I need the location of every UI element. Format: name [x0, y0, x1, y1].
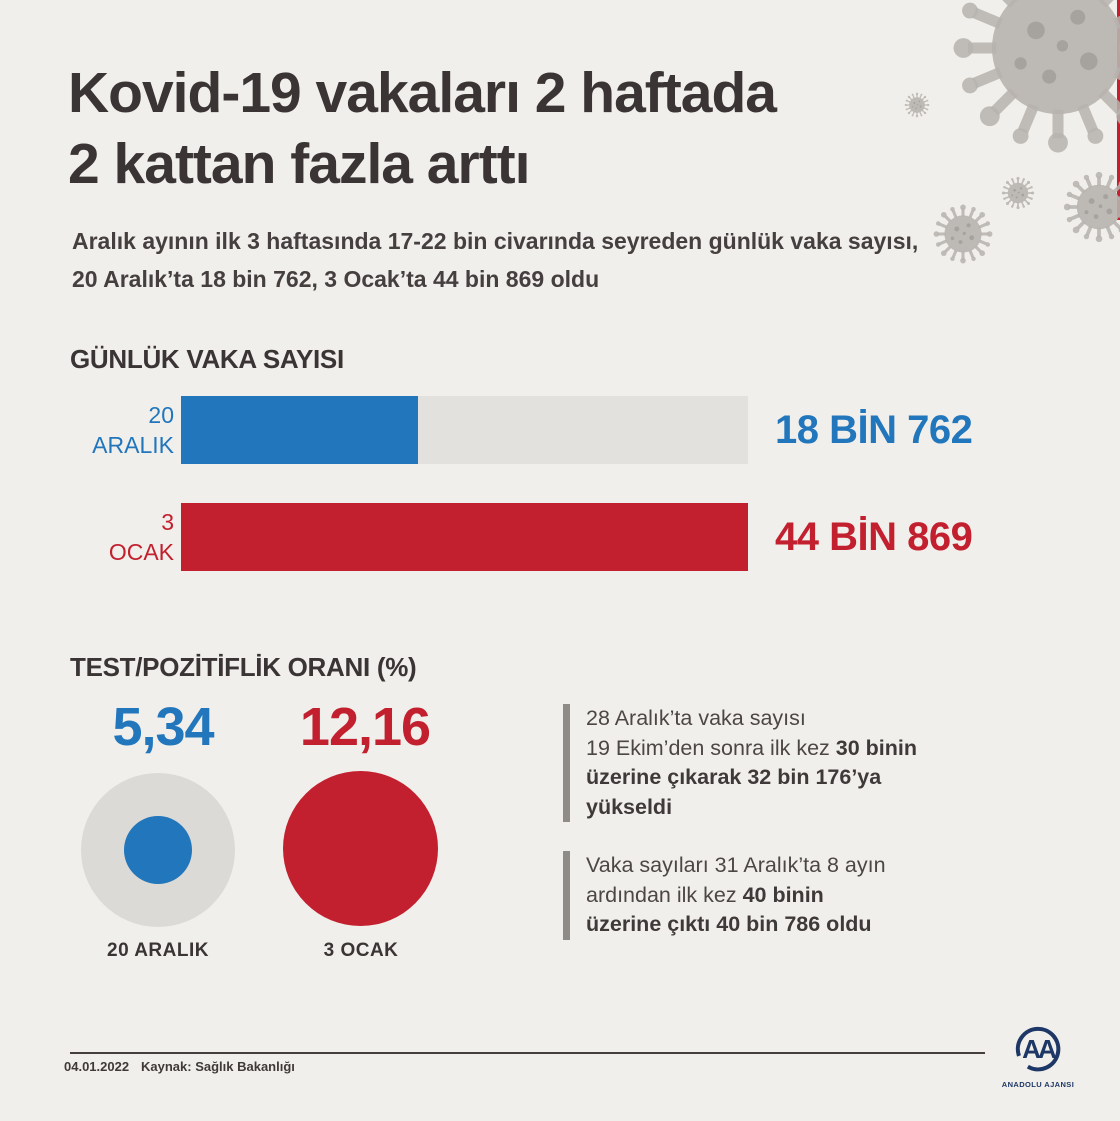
bar-chart-title: GÜNLÜK VAKA SAYISI	[70, 344, 344, 374]
bar-row-dec20: 20 ARALIK 18 BİN 762	[70, 396, 1050, 464]
footer-divider	[70, 1052, 985, 1054]
ratio-reference-circle-dec20	[81, 773, 235, 927]
page-title: Kovid-19 vakaları 2 haftada 2 kattan faz…	[68, 61, 777, 196]
ratio-value-jan3: 12,16	[299, 697, 431, 757]
coronavirus-illustration-small	[1001, 176, 1035, 210]
aa-monogram-icon: AA	[1015, 1026, 1061, 1072]
ratio-label-jan3: 3 OCAK	[323, 940, 399, 961]
ratio-circle-jan3	[283, 771, 438, 926]
bar-fill-jan3	[181, 503, 748, 571]
logo-caption: ANADOLU AJANSI	[1001, 1080, 1075, 1089]
bar-value-dec20: 18 BİN 762	[775, 407, 973, 452]
coronavirus-illustration-tiny	[904, 92, 930, 118]
note-block-2: Vaka sayıları 31 Aralık’ta 8 ayın ardınd…	[563, 851, 1016, 940]
subtitle: Aralık ayının ilk 3 haftasında 17-22 bin…	[72, 228, 919, 292]
note-text-2: Vaka sayıları 31 Aralık’ta 8 ayın ardınd…	[586, 853, 886, 936]
bar-fill-dec20	[181, 396, 418, 464]
coronavirus-illustration-large	[948, 0, 1120, 158]
bar-row-jan3: 3 OCAK 44 BİN 869	[70, 503, 1050, 571]
ratio-value-dec20: 5,34	[112, 697, 214, 757]
ratio-circle-dec20	[124, 816, 192, 884]
ratio-label-dec20: 20 ARALIK	[107, 940, 209, 961]
footer-source: Kaynak: Sağlık Bakanlığı	[141, 1059, 295, 1074]
anadolu-ajansi-logo: AA ANADOLU AJANSI	[1000, 1024, 1076, 1089]
bar-value-jan3: 44 BİN 869	[775, 514, 973, 559]
ratio-chart-title: TEST/POZİTİFLİK ORANI (%)	[70, 652, 417, 682]
footer-date: 04.01.2022	[64, 1059, 130, 1074]
coronavirus-illustration-right	[1062, 170, 1120, 244]
aa-monogram-text: AA	[1022, 1034, 1057, 1064]
bar-track-jan3	[181, 503, 748, 571]
bar-track-dec20	[181, 396, 748, 464]
bar-axis-label-jan3: 3 OCAK	[108, 509, 174, 565]
coronavirus-illustration-medium	[932, 203, 994, 265]
note-text-1: 28 Aralık’ta vaka sayısı 19 Ekim’den son…	[586, 706, 917, 819]
note-block-1: 28 Aralık’ta vaka sayısı 19 Ekim’den son…	[563, 704, 1016, 822]
bar-axis-label-dec20: 20 ARALIK	[92, 402, 174, 458]
bar-chart: 20 ARALIK 18 BİN 762 3 OCAK 44 BİN 869	[70, 396, 1050, 571]
